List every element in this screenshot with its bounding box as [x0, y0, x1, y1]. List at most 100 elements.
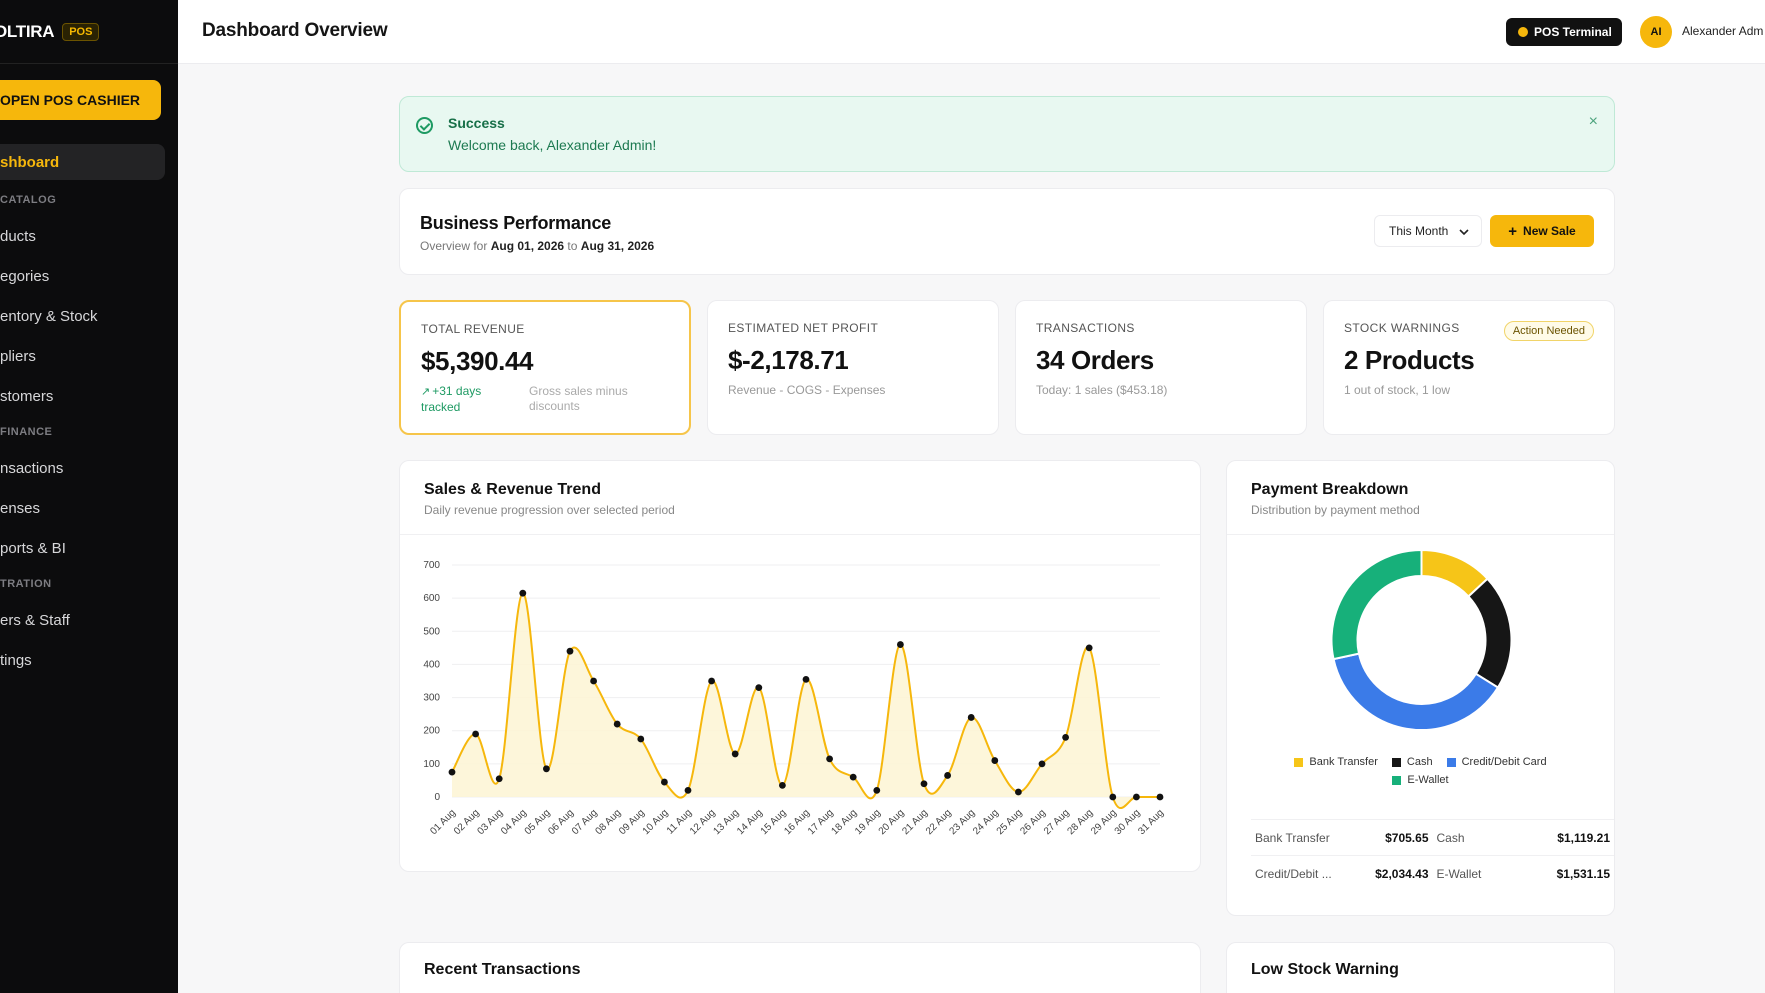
payment-method-label: Credit/Debit ... [1255, 866, 1332, 881]
chart-title: Payment Breakdown [1251, 481, 1409, 498]
sidebar-item-products[interactable]: ducts [0, 227, 36, 245]
brand-logo[interactable]: OLTIRA POS [0, 22, 100, 42]
x-tick-label: 31 Aug [1136, 807, 1166, 837]
card-title: Recent Transactions [424, 961, 581, 978]
legend-item[interactable]: Bank Transfer [1294, 756, 1378, 768]
stat-card-transactions[interactable]: TRANSACTIONS 34 Orders Today: 1 sales ($… [1015, 300, 1307, 435]
data-point [1062, 733, 1069, 741]
data-point [731, 750, 739, 758]
donut-slice[interactable] [1332, 652, 1500, 731]
sidebar-nav: shboard CATALOG ducts egories entory & Stock… [0, 144, 178, 680]
sidebar-item-transactions[interactable]: nsactions [0, 459, 64, 477]
data-point [920, 780, 928, 788]
x-tick-label: 04 Aug [499, 807, 529, 837]
data-point [708, 677, 715, 685]
donut-slice[interactable] [1466, 577, 1513, 689]
legend-item[interactable]: E-Wallet [1392, 774, 1449, 786]
trend-indicator: ↗ +31 days tracked [421, 384, 511, 415]
x-tick-label: 22 Aug [924, 807, 954, 837]
data-point [1133, 793, 1140, 801]
donut-slice[interactable] [1330, 548, 1423, 661]
x-tick-label: 21 Aug [900, 807, 930, 837]
x-tick-label: 02 Aug [452, 807, 482, 837]
x-tick-label: 16 Aug [782, 807, 812, 837]
data-point [1156, 793, 1164, 801]
data-point [1015, 788, 1022, 796]
sidebar-item-expenses[interactable]: enses [0, 499, 41, 517]
plus-icon: + [1508, 222, 1518, 240]
payment-method-value: $1,531.15 [1556, 866, 1610, 881]
sidebar-item-customers[interactable]: stomers [0, 387, 54, 405]
data-point [1038, 760, 1046, 768]
table-cell: Cash $1,119.21 [1433, 831, 1615, 845]
y-tick-label: 700 [423, 560, 440, 571]
y-tick-label: 400 [423, 659, 440, 670]
legend-swatch [1446, 757, 1456, 767]
sidebar-item-settings[interactable]: tings [0, 651, 32, 669]
sidebar-item-categories[interactable]: egories [0, 267, 50, 285]
top-bar: Dashboard Overview POS Terminal AI Alexa… [178, 0, 1765, 64]
stat-card-revenue[interactable]: TOTAL REVENUE $5,390.44 ↗ +31 days tracke… [399, 300, 691, 435]
sidebar-item-users-staff[interactable]: ers & Staff [0, 611, 70, 629]
legend-swatch [1391, 757, 1401, 767]
close-icon[interactable]: × [1588, 113, 1598, 130]
new-sale-button[interactable]: + New Sale [1490, 215, 1594, 247]
data-point [495, 775, 503, 783]
data-point [543, 765, 550, 773]
x-tick-label: 05 Aug [523, 807, 553, 837]
data-point [519, 589, 527, 597]
sidebar-item-reports[interactable]: ports & BI [0, 539, 66, 557]
x-tick-label: 13 Aug [712, 807, 742, 837]
table-cell: Credit/Debit ... $2,034.43 [1251, 867, 1433, 881]
y-tick-label: 500 [423, 626, 440, 637]
data-point [944, 772, 951, 779]
x-tick-label: 10 Aug [641, 807, 671, 837]
sidebar-item-inventory[interactable]: entory & Stock [0, 307, 98, 325]
data-point [1109, 793, 1117, 801]
y-tick-label: 100 [423, 759, 440, 770]
open-pos-cashier-button[interactable]: OPEN POS CASHIER [0, 80, 161, 120]
payment-method-label: E-Wallet [1436, 866, 1482, 881]
x-tick-label: 28 Aug [1066, 807, 1096, 837]
x-tick-label: 03 Aug [476, 807, 506, 837]
stat-label: TOTAL REVENUE [421, 322, 525, 336]
sidebar-section-catalog: CATALOG [0, 194, 57, 206]
success-alert: Success Welcome back, Alexander Admin! × [399, 96, 1615, 172]
payment-method-value: $705.65 [1385, 830, 1429, 845]
data-point [849, 773, 857, 781]
x-tick-label: 01 Aug [428, 807, 458, 837]
sidebar-item-dashboard[interactable]: shboard [0, 144, 165, 180]
stat-label: TRANSACTIONS [1036, 321, 1135, 335]
pos-terminal-button[interactable]: POS Terminal [1506, 18, 1622, 46]
data-point [448, 768, 456, 776]
stat-card-stock-warnings[interactable]: STOCK WARNINGS Action Needed 2 Products … [1323, 300, 1615, 435]
x-tick-label: 09 Aug [617, 807, 647, 837]
stat-card-net-profit[interactable]: ESTIMATED NET PROFIT $-2,178.71 Revenue … [707, 300, 999, 435]
data-point [826, 755, 833, 763]
sales-trend-card: Sales & Revenue Trend Daily revenue prog… [399, 460, 1201, 872]
payment-table: Bank Transfer $705.65 Cash $1,119.21 Credit/… [1251, 819, 1614, 891]
stat-note: Revenue - COGS - Expenses [728, 383, 886, 397]
stat-value: 34 Orders [1036, 345, 1154, 375]
data-point [991, 757, 999, 764]
chart-legend: Bank Transfer Cash Credit/Debit Card E-Wall… [1227, 756, 1614, 786]
payment-method-label: Bank Transfer [1255, 830, 1330, 845]
x-tick-label: 26 Aug [1018, 807, 1048, 837]
sidebar-item-suppliers[interactable]: pliers [0, 347, 36, 365]
avatar[interactable]: AI [1640, 16, 1672, 48]
user-name[interactable]: Alexander Adm [1682, 24, 1764, 38]
x-tick-label: 06 Aug [546, 807, 576, 837]
x-tick-label: 19 Aug [853, 807, 883, 837]
x-tick-label: 18 Aug [830, 807, 860, 837]
overview-prefix: Overview for [420, 239, 488, 253]
x-tick-label: 12 Aug [688, 807, 718, 837]
data-point [755, 684, 763, 692]
low-stock-card: Low Stock Warning [1226, 942, 1615, 993]
data-point [637, 735, 645, 743]
period-select[interactable]: This Month [1374, 215, 1482, 247]
payment-donut-chart[interactable] [1227, 535, 1616, 755]
y-tick-label: 300 [423, 693, 440, 704]
legend-item[interactable]: Cash [1391, 756, 1433, 768]
legend-item[interactable]: Credit/Debit Card [1446, 756, 1547, 768]
